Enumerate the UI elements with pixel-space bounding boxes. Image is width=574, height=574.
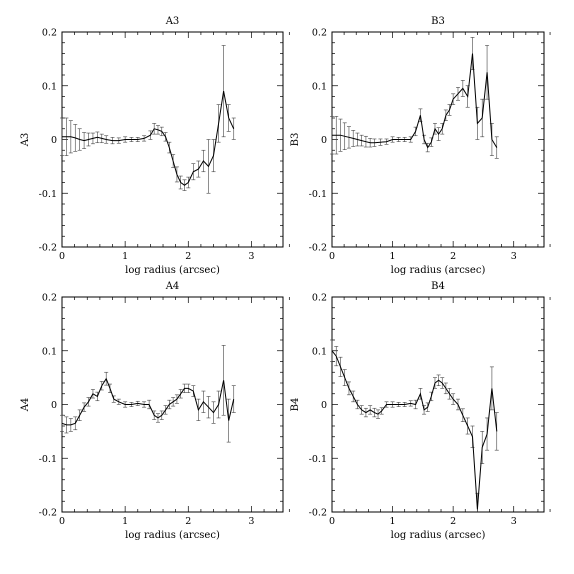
x-axis-label: log radius (arcsec) (125, 265, 220, 276)
error-bars (330, 339, 499, 512)
y-tick-label: 0.2 (312, 293, 327, 304)
panel-b3: B3 log radius (arcsec) B3 0 1 2 3-0.2-0.100… (290, 16, 551, 276)
series-line-a3 (62, 91, 235, 186)
y-tick-label: -0.2 (309, 508, 327, 519)
y-axis-label: A4 (20, 398, 31, 413)
y-tick-label: 0 (321, 400, 327, 411)
tick-labels: 0 1 2 3 -0.2 -0.1 0 0.1 0.2 (39, 28, 255, 263)
panel-b4: B4 log radius (arcsec) B4 0 1 2 3-0.2-0.100… (290, 281, 551, 541)
x-tick-label: 1 (122, 516, 128, 527)
y-tick-label: 0.1 (312, 346, 327, 357)
y-axis-label: B3 (290, 133, 301, 147)
y-tick-label: 0.1 (42, 346, 57, 357)
error-bars (330, 37, 499, 159)
x-tick-label: 2 (185, 516, 191, 527)
y-tick-label: 0.1 (42, 81, 57, 92)
y-tick-label: 0 (321, 135, 327, 146)
x-axis-label: log radius (arcsec) (125, 530, 220, 541)
x-tick-label: 1 (390, 251, 396, 262)
y-tick-label: -0.1 (39, 189, 57, 200)
y-axis-label: B4 (290, 398, 301, 412)
panel-title: B3 (431, 16, 445, 27)
panel-a4: A4 log radius (arcsec) A4 0 1 2 3-0.2-0.100… (20, 281, 290, 541)
panel-a3: A3 log radius (arcsec) A3 0 1 2 3-0.2-0.100… (20, 16, 290, 276)
x-tick-label: 0 (59, 251, 65, 262)
x-tick-label: 3 (511, 516, 517, 527)
x-tick-label: 1 (122, 251, 128, 262)
plot-frame (61, 31, 284, 248)
y-tick-label: -0.2 (39, 508, 57, 519)
plot-frame (331, 31, 545, 248)
y-tick-label: -0.1 (309, 189, 327, 200)
y-axis-label: A3 (20, 133, 31, 148)
x-tick-label: 0 (329, 251, 335, 262)
x-tick-label: 0 (329, 516, 335, 527)
y-tick-label: 0.2 (312, 28, 327, 39)
x-axis-label: log radius (arcsec) (391, 530, 486, 541)
y-tick-label: -0.2 (39, 243, 57, 254)
x-tick-label: 3 (248, 516, 254, 527)
y-tick-label: 0.2 (42, 293, 57, 304)
error-bars (60, 45, 236, 194)
axis-ticks (61, 31, 290, 248)
x-tick-label: 1 (390, 516, 396, 527)
panel-title: A3 (165, 16, 180, 27)
error-bars (60, 345, 236, 443)
tick-labels: 0 1 2 3 -0.2 -0.1 0 0.1 0.2 (309, 293, 517, 528)
y-tick-label: 0.2 (42, 28, 57, 39)
plot-frame (61, 296, 284, 513)
y-tick-label: -0.2 (309, 243, 327, 254)
tick-labels: 0 1 2 3 -0.2 -0.1 0 0.1 0.2 (39, 293, 255, 528)
series-line-b4 (331, 350, 498, 510)
series-line-b3 (332, 53, 498, 149)
axis-ticks (61, 296, 290, 513)
x-tick-label: 0 (59, 516, 65, 527)
panel-title: A4 (165, 281, 180, 292)
x-tick-label: 2 (450, 516, 456, 527)
y-tick-label: -0.1 (309, 454, 327, 465)
y-tick-label: 0 (51, 135, 57, 146)
y-tick-label: 0.1 (312, 81, 327, 92)
plot-frame (331, 296, 545, 513)
tick-labels: 0 1 2 3 -0.2 -0.1 0 0.1 0.2 (309, 28, 517, 263)
x-tick-label: 2 (450, 251, 456, 262)
y-tick-label: -0.1 (39, 454, 57, 465)
x-axis-label: log radius (arcsec) (391, 265, 486, 276)
panel-title: B4 (431, 281, 445, 292)
x-tick-label: 2 (185, 251, 191, 262)
axis-ticks (331, 31, 551, 248)
axis-ticks (331, 296, 551, 513)
x-tick-label: 3 (248, 251, 254, 262)
series-line-a4 (61, 377, 235, 426)
x-tick-label: 3 (511, 251, 517, 262)
y-tick-label: 0 (51, 400, 57, 411)
